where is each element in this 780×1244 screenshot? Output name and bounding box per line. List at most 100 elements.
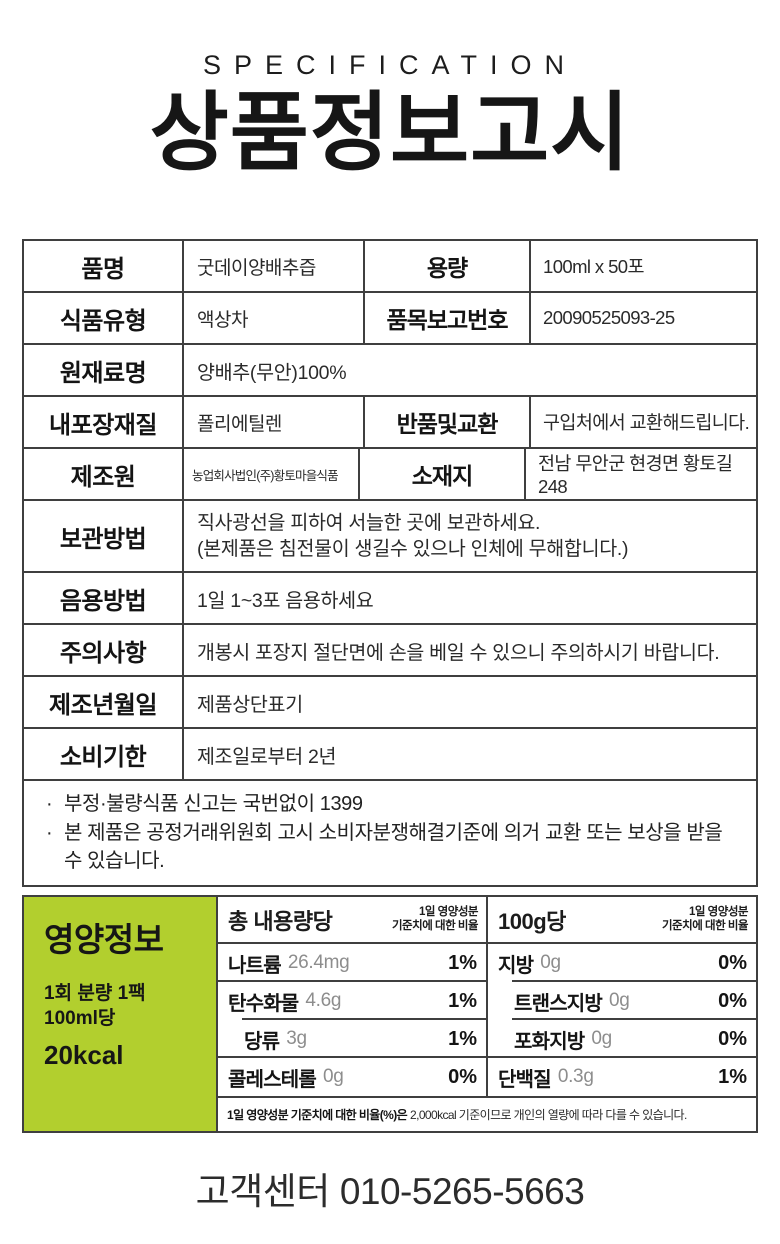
nutrient-dv: 0% — [448, 1065, 477, 1088]
nutrient-name: 탄수화물 — [228, 992, 299, 1015]
table-row: 원재료명 양배추(무안)100% — [24, 345, 756, 398]
nutrient-row: 트랜스지방 0g 0% — [488, 982, 756, 1021]
col-header-note: 1일 영양성분 기준치에 대한 비율 — [391, 906, 479, 932]
page-title: 상품정보고시 — [149, 85, 631, 181]
row-value: 직사광선을 피하여 서늘한 곳에 보관하세요. (본제품은 침전물이 생길수 있… — [197, 512, 629, 561]
nutrient-name: 당류 — [244, 1030, 280, 1053]
notes-row: · 부정·불량식품 신고는 국번없이 1399 · 본 제품은 공정거래위원회 … — [24, 781, 756, 885]
nutrient-name: 나트륨 — [228, 954, 282, 977]
spec-table: 품명 굿데이양배추즙 용량 100ml x 50포 식품유형 액상차 품목보고번… — [22, 239, 758, 888]
nutrient-dv: 0% — [718, 951, 747, 974]
nutrient-amount: 3g — [286, 1028, 307, 1050]
nutrient-name: 단백질 — [498, 1068, 552, 1091]
col-header-note: 1일 영양성분 기준치에 대한 비율 — [661, 906, 749, 932]
row-label: 용량 — [365, 241, 531, 292]
row-value: 굿데이양배추즙 — [184, 241, 365, 292]
nutrition-col-header: 100g당 1일 영양성분 기준치에 대한 비율 — [488, 897, 756, 945]
nutrient-dv: 1% — [448, 989, 477, 1012]
table-row: 음용방법 1일 1~3포 음용하세요 — [24, 573, 756, 626]
col-header-title: 100g당 — [498, 908, 566, 934]
nutrient-name: 콜레스테롤 — [228, 1068, 317, 1091]
nutrient-amount: 0g — [609, 990, 630, 1012]
nutrition-columns: 총 내용량당 1일 영양성분 기준치에 대한 비율 나트륨 26.4mg 1% … — [218, 897, 756, 1097]
nutrient-amount: 0g — [540, 952, 561, 974]
nutrient-row: 지방 0g 0% — [488, 944, 756, 983]
row-label: 주의사항 — [24, 625, 184, 676]
nutrient-dv: 1% — [448, 1027, 477, 1050]
nutrient-amount: 4.6g — [305, 990, 342, 1012]
row-label: 품명 — [24, 241, 184, 292]
table-row: 품명 굿데이양배추즙 용량 100ml x 50포 — [24, 241, 756, 294]
note-text: 본 제품은 공정거래위원회 고시 소비자분쟁해결기준에 의거 교환 또는 보상을… — [64, 821, 723, 873]
nutrient-row: 당류 3g 1% — [218, 1020, 486, 1059]
nutrient-dv: 1% — [448, 951, 477, 974]
eyebrow-text: SPECIFICATION — [202, 50, 578, 80]
footnote-rest: 2,000kcal 기준이므로 개인의 열량에 따라 다를 수 있습니다. — [410, 1108, 687, 1123]
row-value: 구입처에서 교환해드립니다. — [543, 412, 750, 434]
serving-size: 1회 분량 1팩 100ml당 — [44, 983, 146, 1030]
nutrient-amount: 26.4mg — [287, 952, 350, 974]
row-value: 개봉시 포장지 절단면에 손을 베일 수 있으니 주의하시기 바랍니다. — [197, 641, 720, 664]
nutrient-dv: 1% — [718, 1065, 747, 1088]
row-value: 1일 1~3포 음용하세요 — [197, 589, 374, 612]
nutrient-row: 단백질 0.3g 1% — [488, 1058, 756, 1096]
nutrient-dv: 0% — [718, 1027, 747, 1050]
table-row: 소비기한 제조일로부터 2년 — [24, 729, 756, 782]
nutrient-amount: 0g — [591, 1028, 612, 1050]
table-row: 주의사항 개봉시 포장지 절단면에 손을 베일 수 있으니 주의하시기 바랍니다… — [24, 625, 756, 678]
row-label: 음용방법 — [24, 573, 184, 624]
row-label: 소비기한 — [24, 729, 184, 780]
row-label: 소재지 — [360, 449, 526, 500]
table-row: 제조원 농업회사법인(주)황토마을식품 소재지 전남 무안군 현경면 황토길 2… — [24, 449, 756, 502]
row-value: 100ml x 50포 — [543, 256, 645, 278]
nutrient-row: 탄수화물 4.6g 1% — [218, 982, 486, 1021]
row-value: 제조일로부터 2년 — [197, 745, 337, 768]
customer-center-label: 고객센터 — [195, 1171, 331, 1213]
row-value: 20090525093-25 — [543, 307, 675, 329]
nutrition-col-100g: 100g당 1일 영양성분 기준치에 대한 비율 지방 0g 0% 트랜스지방 … — [488, 897, 756, 1096]
nutrient-row: 콜레스테롤 0g 0% — [218, 1058, 486, 1096]
nutrition-col-total: 총 내용량당 1일 영양성분 기준치에 대한 비율 나트륨 26.4mg 1% … — [218, 897, 488, 1097]
row-label: 제조년월일 — [24, 677, 184, 728]
note-bullet: · — [46, 793, 53, 816]
nutrition-title: 영양정보 — [44, 921, 164, 959]
row-label: 식품유형 — [24, 293, 184, 344]
nutrition-col-header: 총 내용량당 1일 영양성분 기준치에 대한 비율 — [218, 897, 486, 945]
col-header-title: 총 내용량당 — [228, 908, 333, 934]
nutrition-facts: 영양정보 1회 분량 1팩 100ml당 20kcal 총 내용량당 1일 영양… — [22, 895, 758, 1134]
row-label: 제조원 — [24, 449, 184, 500]
row-value: 액상차 — [184, 293, 365, 344]
calories-value: 20kcal — [44, 1039, 124, 1070]
row-label: 반품및교환 — [365, 397, 531, 448]
table-row: 보관방법 직사광선을 피하여 서늘한 곳에 보관하세요. (본제품은 침전물이 … — [24, 501, 756, 574]
table-row: 식품유형 액상차 품목보고번호 20090525093-25 — [24, 293, 756, 346]
row-label: 보관방법 — [24, 501, 184, 572]
table-row: 제조년월일 제품상단표기 — [24, 677, 756, 730]
nutrient-dv: 0% — [718, 989, 747, 1012]
nutrition-panel: 영양정보 1회 분량 1팩 100ml당 20kcal — [24, 897, 218, 1132]
nutrition-footnote: 1일 영양성분 기준치에 대한 비율(%)은 2,000kcal 기준이므로 개… — [218, 1096, 756, 1131]
nutrition-body: 총 내용량당 1일 영양성분 기준치에 대한 비율 나트륨 26.4mg 1% … — [218, 897, 756, 1131]
nutrient-name: 포화지방 — [514, 1030, 585, 1053]
customer-center: 고객센터 010-5265-5663 — [0, 1161, 780, 1215]
nutrient-name: 트랜스지방 — [514, 992, 603, 1015]
table-row: 내포장재질 폴리에틸렌 반품및교환 구입처에서 교환해드립니다. — [24, 397, 756, 450]
note-line: · 본 제품은 공정거래위원회 고시 소비자분쟁해결기준에 의거 교환 또는 보… — [46, 819, 742, 876]
row-value: 농업회사법인(주)황토마을식품 — [184, 449, 360, 500]
note-text: 부정·불량식품 신고는 국번없이 1399 — [64, 793, 363, 816]
page-header: SPECIFICATION 상품정보고시 — [0, 0, 780, 181]
nutrient-name: 지방 — [498, 954, 534, 977]
note-line: · 부정·불량식품 신고는 국번없이 1399 — [46, 790, 742, 818]
row-label: 품목보고번호 — [365, 293, 531, 344]
nutrient-amount: 0g — [323, 1066, 344, 1088]
note-bullet: · — [46, 821, 53, 844]
row-label: 원재료명 — [24, 345, 184, 396]
row-value: 양배추(무안)100% — [197, 361, 347, 384]
row-value: 제품상단표기 — [197, 693, 303, 716]
customer-center-phone: 010-5265-5663 — [339, 1171, 585, 1213]
row-value: 전남 무안군 현경면 황토길 248 — [538, 453, 733, 498]
nutrient-row: 포화지방 0g 0% — [488, 1020, 756, 1059]
footnote-bold: 1일 영양성분 기준치에 대한 비율(%)은 — [227, 1108, 408, 1123]
row-value: 폴리에틸렌 — [184, 397, 365, 448]
